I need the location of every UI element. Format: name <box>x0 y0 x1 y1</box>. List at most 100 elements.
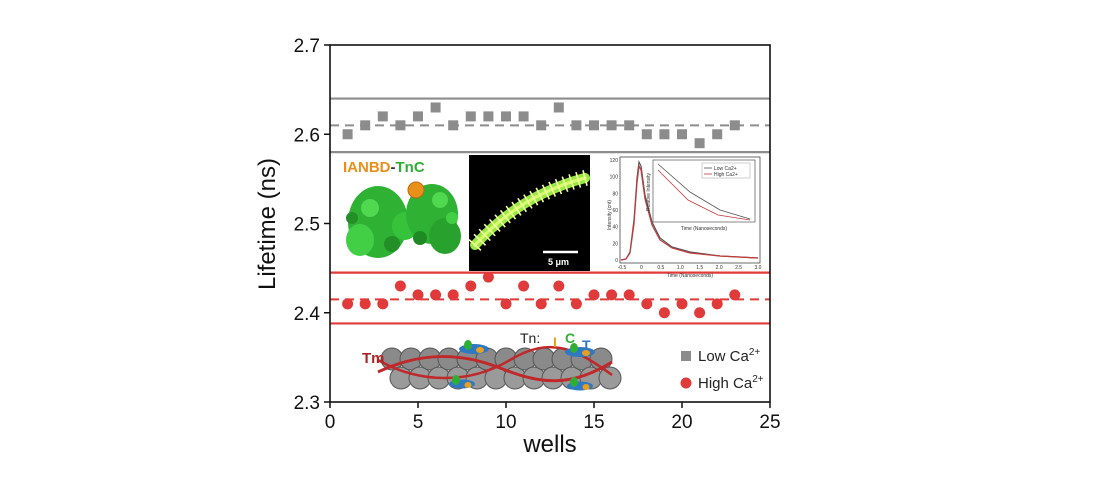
decay-xtick-label: 2.0 <box>716 265 723 271</box>
decay-xtick-label: 3.0 <box>755 265 762 271</box>
data-point-high-13 <box>553 280 565 292</box>
decay-xtick-label: 2.5 <box>735 265 742 271</box>
data-point-low-5 <box>413 111 423 122</box>
y-axis: 2.3 2.4 2.5 2.6 2.7 <box>294 36 330 414</box>
data-point-low-11 <box>518 111 529 122</box>
tnc-letter-label: C <box>565 330 575 346</box>
structure-label: IANBD-TnC <box>343 159 425 176</box>
inner-curve-high <box>657 169 751 221</box>
decay-xlabel: Time (Nanoseconds) <box>667 273 714 279</box>
micrograph-inset: 5 μm <box>468 155 590 271</box>
striation <box>541 184 551 200</box>
decay-ytick-label: 120 <box>610 158 619 164</box>
data-point-high-16 <box>606 289 618 301</box>
data-point-high-17 <box>623 289 635 301</box>
scale-bar-label: 5 μm <box>548 257 569 267</box>
y-tick-label-2.5: 2.5 <box>294 215 320 236</box>
striation <box>535 187 545 203</box>
decay-xticks: -0.5 0 0.5 1.0 1.5 2.0 2.5 3.0 <box>618 265 762 271</box>
decay-yticks: 120 100 80 60 40 20 0 <box>610 158 619 264</box>
data-point-high-9 <box>482 271 494 283</box>
troponin-complex-4 <box>567 377 593 391</box>
legend: Low Ca2+ High Ca2+ <box>680 347 764 392</box>
x-tick-label-15: 15 <box>583 412 604 433</box>
striation <box>523 194 533 209</box>
x-axis-title: wells <box>522 431 576 458</box>
striation <box>505 205 517 220</box>
striation <box>473 233 487 246</box>
x-axis: 0 5 10 15 20 25 <box>325 402 781 433</box>
troponin-complex-2 <box>565 343 595 357</box>
data-point-high-11 <box>518 280 530 292</box>
tnc-label: TnC <box>396 159 425 176</box>
x-tick-label-0: 0 <box>325 412 336 433</box>
striation <box>582 170 588 186</box>
decay-curve-high <box>620 163 759 261</box>
data-point-low-14 <box>571 120 582 131</box>
data-point-high-23 <box>729 289 741 301</box>
striation <box>517 197 528 213</box>
data-point-low-19 <box>659 129 670 140</box>
actin-bead <box>598 366 622 390</box>
decay-ytick-label: 20 <box>612 241 618 247</box>
data-point-high-15 <box>588 289 600 301</box>
fiber-striations <box>468 170 588 251</box>
decay-ytick-label: 100 <box>610 175 619 181</box>
striation <box>548 181 557 197</box>
striation <box>488 218 501 232</box>
data-point-low-1 <box>342 129 353 140</box>
x-tick-label-5: 5 <box>413 412 424 433</box>
striation <box>499 209 511 224</box>
data-point-high-10 <box>500 298 512 310</box>
reference-lines <box>330 97 770 325</box>
data-point-low-17 <box>624 120 635 131</box>
decay-xtick-label: 1.0 <box>677 265 684 271</box>
data-point-low-4 <box>395 120 406 131</box>
decay-ytick-label: 0 <box>615 258 618 264</box>
label-separator: - <box>391 159 396 176</box>
inner-legend-box <box>701 162 751 179</box>
series-high-ca <box>342 271 741 319</box>
data-point-low-21 <box>694 138 705 149</box>
decay-xtick-label: 0.5 <box>657 265 664 271</box>
protein-structure-inset: IANBD-TnC <box>343 159 461 258</box>
decay-ytick-label: 40 <box>612 225 618 231</box>
decay-ylabel: Intensity (cnt) <box>607 200 613 230</box>
striation <box>468 239 482 251</box>
decay-xtick-label: 0 <box>640 265 643 271</box>
data-point-low-23 <box>729 120 740 131</box>
decay-ytick-label: 80 <box>612 191 618 197</box>
tropomyosin-strand <box>377 355 613 383</box>
data-point-low-2 <box>360 120 371 131</box>
troponin-complex-1 <box>459 340 489 354</box>
data-point-high-3 <box>377 298 389 310</box>
actin-filament <box>380 347 622 390</box>
inner-ylabel: Relative Intensity <box>646 172 652 211</box>
x-tick-label-10: 10 <box>495 412 516 433</box>
data-point-low-20 <box>677 129 687 140</box>
tnt-label: T <box>582 337 591 353</box>
inner-legend-high: High Ca2+ <box>714 172 738 178</box>
data-point-low-3 <box>377 111 388 122</box>
data-point-low-13 <box>553 102 564 113</box>
striation <box>529 190 539 206</box>
y-tick-label-2.6: 2.6 <box>294 125 320 146</box>
tni-label: I <box>553 334 557 350</box>
ianbd-label: IANBD <box>343 159 391 176</box>
striation <box>568 174 575 190</box>
decay-xtick-label: 1.5 <box>696 265 703 271</box>
data-point-high-1 <box>342 298 354 310</box>
inner-legend-low: Low Ca2+ <box>714 166 737 172</box>
data-point-low-7 <box>448 120 459 131</box>
decay-xtick-label: -0.5 <box>618 265 627 271</box>
data-point-high-4 <box>394 280 406 292</box>
data-point-low-18 <box>641 129 652 140</box>
data-point-high-20 <box>676 298 688 310</box>
y-tick-label-2.4: 2.4 <box>294 304 321 325</box>
data-point-low-15 <box>589 120 599 131</box>
data-point-high-2 <box>359 298 371 310</box>
y-tick-label-2.7: 2.7 <box>294 36 320 57</box>
data-point-low-16 <box>606 120 617 131</box>
data-point-low-22 <box>712 129 723 140</box>
x-tick-label-20: 20 <box>671 412 692 433</box>
